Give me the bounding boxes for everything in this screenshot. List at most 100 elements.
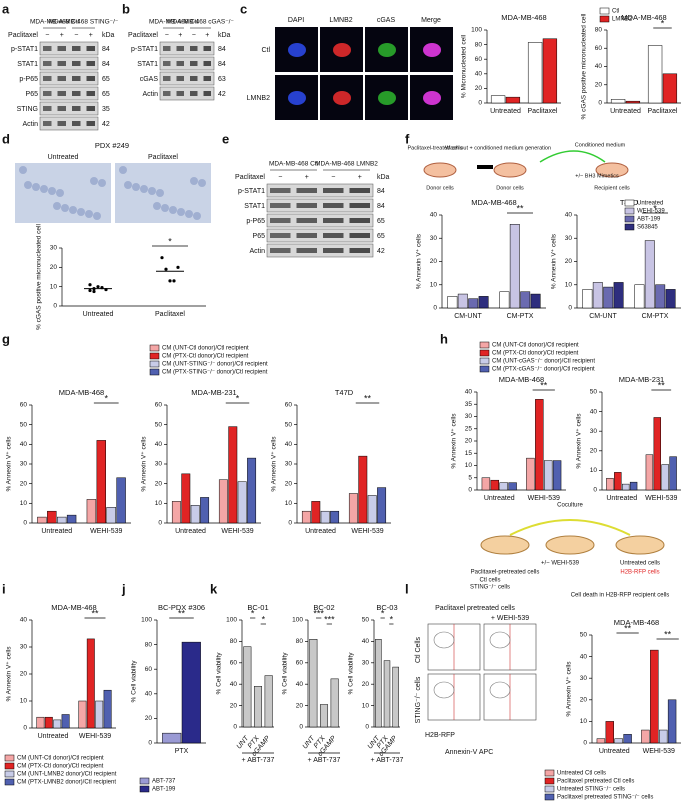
legend-swatch xyxy=(4,754,15,762)
y-tick-label: 40 xyxy=(590,408,598,415)
arrow-curve xyxy=(539,150,606,163)
y-axis-label: % Annexin V⁺ cells xyxy=(566,661,573,717)
chart-title: MDA-MB-468 xyxy=(614,618,659,627)
point xyxy=(96,285,100,289)
y-axis-label: % Annexin V⁺ cells xyxy=(141,436,148,492)
blot-band xyxy=(266,183,374,198)
band xyxy=(190,76,198,81)
band xyxy=(176,46,184,51)
band xyxy=(296,248,317,253)
x-tick-label: Untreated xyxy=(38,733,69,740)
bar xyxy=(228,426,238,524)
blot-row-label: STAT1 xyxy=(244,203,265,210)
blot-row-label: p-P65 xyxy=(246,218,265,225)
x-tick-label: WEHI-539 xyxy=(645,495,677,502)
y-axis-label: % Annexin V⁺ cells xyxy=(576,413,583,469)
legend-swatch xyxy=(139,777,150,785)
y-tick-label: 80 xyxy=(475,41,483,48)
bar xyxy=(53,719,62,729)
legend-swatch xyxy=(624,223,635,231)
cell xyxy=(193,212,201,220)
bar xyxy=(603,286,614,309)
y-tick-label: 20 xyxy=(475,85,483,92)
cell xyxy=(90,177,98,185)
band xyxy=(163,76,171,81)
bar xyxy=(613,282,624,309)
blot-row-label: Actin xyxy=(22,121,38,128)
bar xyxy=(66,514,77,524)
legend-swatch xyxy=(599,7,610,15)
row-label: Ctl xyxy=(261,47,270,54)
bar xyxy=(647,45,663,104)
y-tick-label: 10 xyxy=(20,698,28,705)
ihc-label: Paclitaxel xyxy=(148,154,178,161)
y-tick-label: 35 xyxy=(465,401,473,408)
row-label: LMNB2 xyxy=(247,95,270,102)
band xyxy=(86,46,95,51)
y-tick-label: 100 xyxy=(292,617,303,624)
y-tick-label: 40 xyxy=(230,681,238,688)
bar xyxy=(247,457,257,524)
y-tick-label: 20 xyxy=(230,702,238,709)
schematic-text: Paclitaxel-treated cells xyxy=(407,145,462,151)
legend-swatch xyxy=(479,349,490,357)
nucleus xyxy=(423,91,441,105)
panel-letter: l xyxy=(405,581,409,596)
blot-band xyxy=(159,56,215,71)
legend-label: Untreated STING⁻/⁻ cells xyxy=(557,787,625,793)
schematic-text: Untreated cells xyxy=(620,561,660,567)
bar xyxy=(544,460,553,491)
schematic-text: Paclitaxel-pretreated cells xyxy=(471,570,540,576)
legend-label: LMNB2 xyxy=(612,17,633,23)
x-tick-label: Paclitaxel xyxy=(648,108,678,115)
cell xyxy=(177,208,185,216)
legend-label: CM (PTX-Ctl donor)/Ctl recipient xyxy=(17,764,104,770)
y-tick-label: 10 xyxy=(155,500,163,507)
band xyxy=(190,61,198,66)
blot-row-label: p-STAT1 xyxy=(238,188,265,195)
dish xyxy=(615,535,665,555)
y-tick-label: 30 xyxy=(465,413,473,420)
x-tick-label: WEHI-539 xyxy=(221,528,253,535)
point xyxy=(164,267,168,271)
legend-swatch xyxy=(479,341,490,349)
x-tick-label: Untreated xyxy=(490,108,521,115)
legend-label: Paclitaxel pretreated STING⁻/⁻ cells xyxy=(557,795,653,801)
x-tick-label: CM-UNT xyxy=(454,313,482,320)
bar xyxy=(508,482,517,491)
blot-band xyxy=(39,116,99,131)
band xyxy=(43,76,52,81)
cell xyxy=(185,210,193,218)
significance: ** xyxy=(624,623,632,633)
band xyxy=(349,218,370,223)
x-tick-label: Untreated xyxy=(41,528,72,535)
bar xyxy=(505,96,521,104)
x-tick-label: CM-PTX xyxy=(507,313,534,320)
cell xyxy=(48,187,56,195)
legend-swatch xyxy=(599,15,610,23)
panel-letter: e xyxy=(222,131,229,146)
significance: * xyxy=(381,608,385,618)
blot-row-label: Actin xyxy=(142,91,158,98)
legend-swatch xyxy=(479,365,490,373)
band xyxy=(72,76,81,81)
schematic-text: Recipient cells xyxy=(594,185,630,191)
band xyxy=(163,61,171,66)
y-tick-label: 0 xyxy=(365,724,369,731)
bar xyxy=(520,291,531,309)
significance: ** xyxy=(664,629,672,639)
y-tick-label: 30 xyxy=(580,675,588,682)
y-tick-label: 20 xyxy=(296,702,304,709)
y-tick-label: 20 xyxy=(565,258,573,265)
bar xyxy=(614,738,623,744)
legend-label: CM (PTX-cGAS⁻/⁻ donor)/Ctl recipient xyxy=(492,367,595,373)
schematic-text: Coculture xyxy=(557,503,583,509)
y-tick-label: 60 xyxy=(145,666,153,673)
blot-band xyxy=(266,228,374,243)
bar xyxy=(103,689,112,729)
chart-title: BC-PDX #306 xyxy=(158,603,205,612)
blot-band xyxy=(159,71,215,86)
blot-band xyxy=(159,41,215,56)
band xyxy=(270,218,291,223)
cell xyxy=(156,189,164,197)
